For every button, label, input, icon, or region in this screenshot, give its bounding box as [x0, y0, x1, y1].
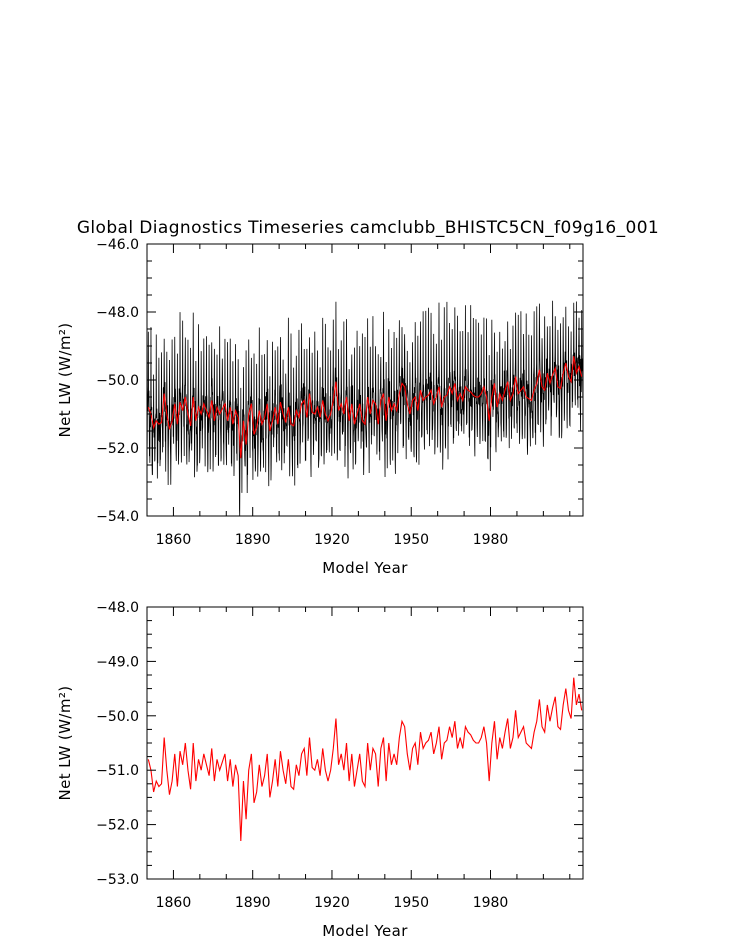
x-tick-label: 1980 [473, 895, 509, 911]
y-tick-label: −52.0 [96, 818, 139, 834]
x-tick-label: 1890 [235, 895, 271, 911]
x-tick-label: 1920 [314, 895, 350, 911]
y-tick-label: −46.0 [96, 237, 139, 253]
x-tick-label: 1950 [393, 895, 429, 911]
top-panel-frame [146, 243, 584, 517]
x-tick-label: 1860 [156, 895, 192, 911]
bottom-panel-frame [146, 606, 584, 880]
y-tick-label: −53.0 [96, 872, 139, 888]
y-tick-label: −54.0 [96, 509, 139, 525]
x-tick-label: 1890 [235, 532, 271, 548]
top-panel-ticks: 1860 1890 1920 1950 1980 −46.0 −48.0 −50.0 −52.0… [96, 237, 583, 548]
y-tick-label: −48.0 [96, 600, 139, 616]
x-tick-label: 1920 [314, 532, 350, 548]
y-tick-label: −52.0 [96, 441, 139, 457]
y-tick-label: −50.0 [96, 373, 139, 389]
bottom-panel: 1860 1890 1920 1950 1980 −48.0 −49.0 −50.0 −51.0… [56, 600, 584, 940]
annual-mean-series-line [147, 356, 583, 459]
y-tick-label: −48.0 [96, 305, 139, 321]
top-panel-series-group [146, 300, 584, 516]
x-tick-label: 1950 [393, 532, 429, 548]
y-tick-label: −49.0 [96, 654, 139, 670]
monthly-series-line [146, 300, 584, 516]
top-panel-x-label: Model Year [322, 559, 408, 577]
bottom-panel-ticks: 1860 1890 1920 1950 1980 −48.0 −49.0 −50.0 −51.0… [96, 600, 583, 911]
x-tick-label: 1980 [473, 532, 509, 548]
top-panel: 1860 1890 1920 1950 1980 −46.0 −48.0 −50.0 −52.0… [56, 237, 584, 577]
chart-title: Global Diagnostics Timeseries camclubb_B… [77, 218, 659, 238]
annual-mean-series-line [147, 677, 583, 841]
bottom-panel-x-label: Model Year [322, 922, 408, 940]
top-panel-y-label: Net LW (W/m²) [56, 322, 74, 437]
y-tick-label: −50.0 [96, 709, 139, 725]
y-tick-label: −51.0 [96, 763, 139, 779]
x-tick-label: 1860 [156, 532, 192, 548]
bottom-panel-series-group [147, 677, 583, 841]
bottom-panel-y-label: Net LW (W/m²) [56, 685, 74, 800]
